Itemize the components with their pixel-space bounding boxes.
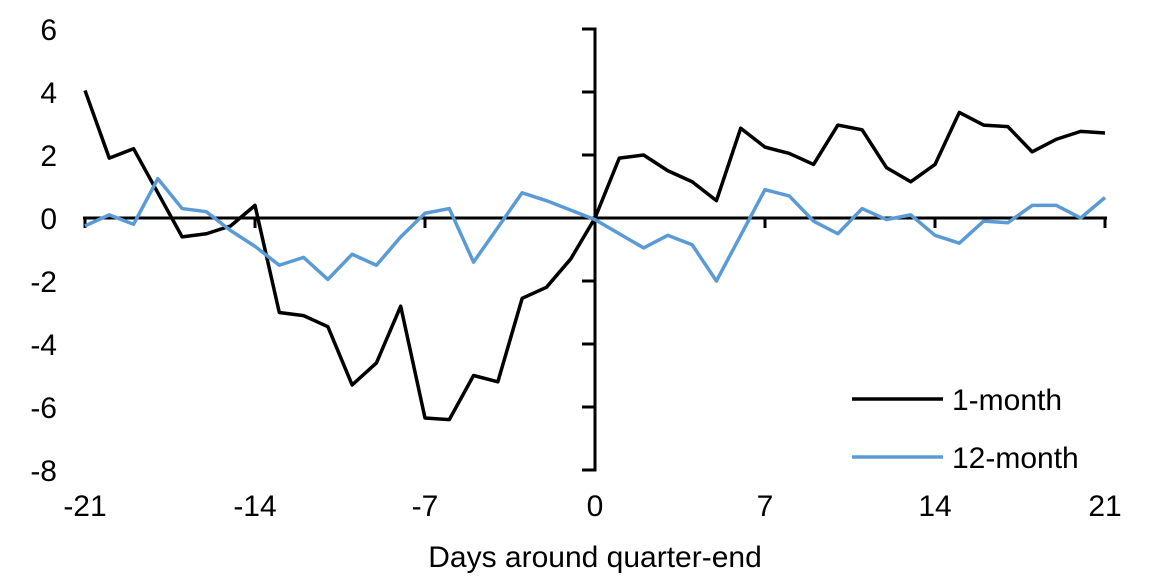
y-tick-label: -6: [30, 392, 57, 425]
x-tick-label: 21: [1088, 490, 1121, 523]
y-tick-label: -8: [30, 455, 57, 488]
y-tick-label: 4: [40, 77, 57, 110]
x-tick-label: 14: [918, 490, 951, 523]
x-tick-label: -21: [63, 490, 106, 523]
y-tick-label: -4: [30, 329, 57, 362]
legend-label-1-month: 1-month: [952, 384, 1062, 417]
x-tick-label: -7: [412, 490, 439, 523]
series-line-12-month: [84, 176, 1107, 283]
x-tick-label: 7: [757, 490, 774, 523]
legend-label-12-month: 12-month: [952, 442, 1079, 475]
y-tick-label: -2: [30, 266, 57, 299]
y-tick-label: 2: [40, 140, 57, 173]
x-axis-title: Days around quarter-end: [428, 541, 762, 574]
x-tick-label: -14: [233, 490, 276, 523]
y-tick-label: 6: [40, 14, 57, 47]
y-tick-label: 0: [40, 203, 57, 236]
x-tick-label: 0: [587, 490, 604, 523]
